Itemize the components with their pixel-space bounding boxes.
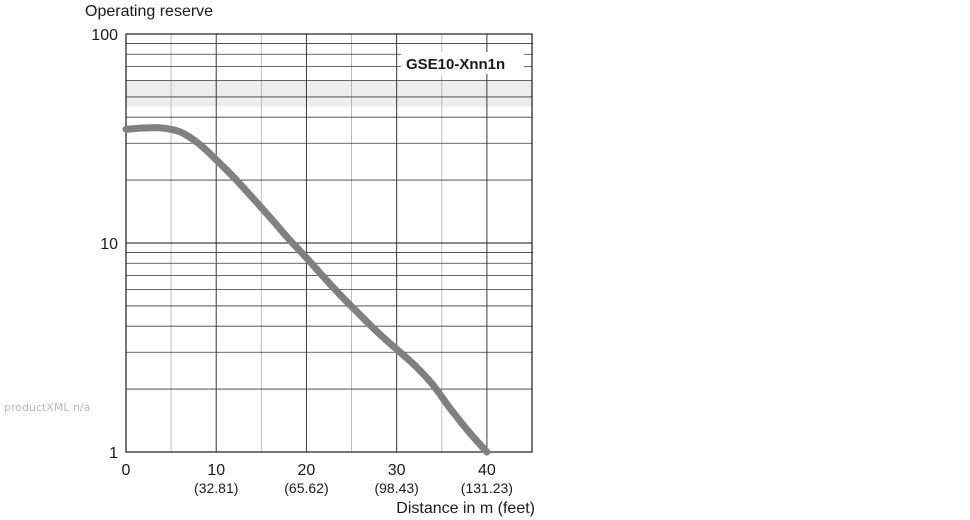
plot-frame bbox=[125, 33, 533, 453]
product-xml-note: productXML n/a bbox=[4, 401, 91, 414]
curve-layer bbox=[122, 124, 491, 456]
y-tick-label: 1 bbox=[109, 445, 118, 462]
x-tick-label: 0 bbox=[122, 462, 131, 479]
x-axis-title: Distance in m (feet) bbox=[396, 500, 535, 517]
y-tick-label: 10 bbox=[100, 236, 118, 253]
tick-labels: 0 10(32.81)20(65.62)30(98.43)40(131.23)11… bbox=[91, 27, 513, 496]
grid-band bbox=[126, 80, 532, 107]
x-tick-sublabel: (98.43) bbox=[374, 480, 418, 496]
grid-lines bbox=[126, 34, 532, 452]
x-tick-sublabel: (65.62) bbox=[284, 480, 328, 496]
y-tick-label: 100 bbox=[91, 27, 118, 44]
x-tick-sublabel: (131.23) bbox=[461, 480, 513, 496]
series-label-bg bbox=[401, 52, 524, 74]
x-tick-sublabel: (32.81) bbox=[194, 480, 238, 496]
series-label: GSE10-Xnn1n bbox=[406, 56, 505, 73]
y-axis-title: Operating reserve bbox=[85, 3, 213, 20]
series-line bbox=[122, 124, 491, 456]
x-tick-label: 40 bbox=[478, 462, 496, 479]
x-tick-label: 20 bbox=[298, 462, 316, 479]
x-tick-label: 30 bbox=[388, 462, 406, 479]
x-tick-label: 10 bbox=[207, 462, 225, 479]
